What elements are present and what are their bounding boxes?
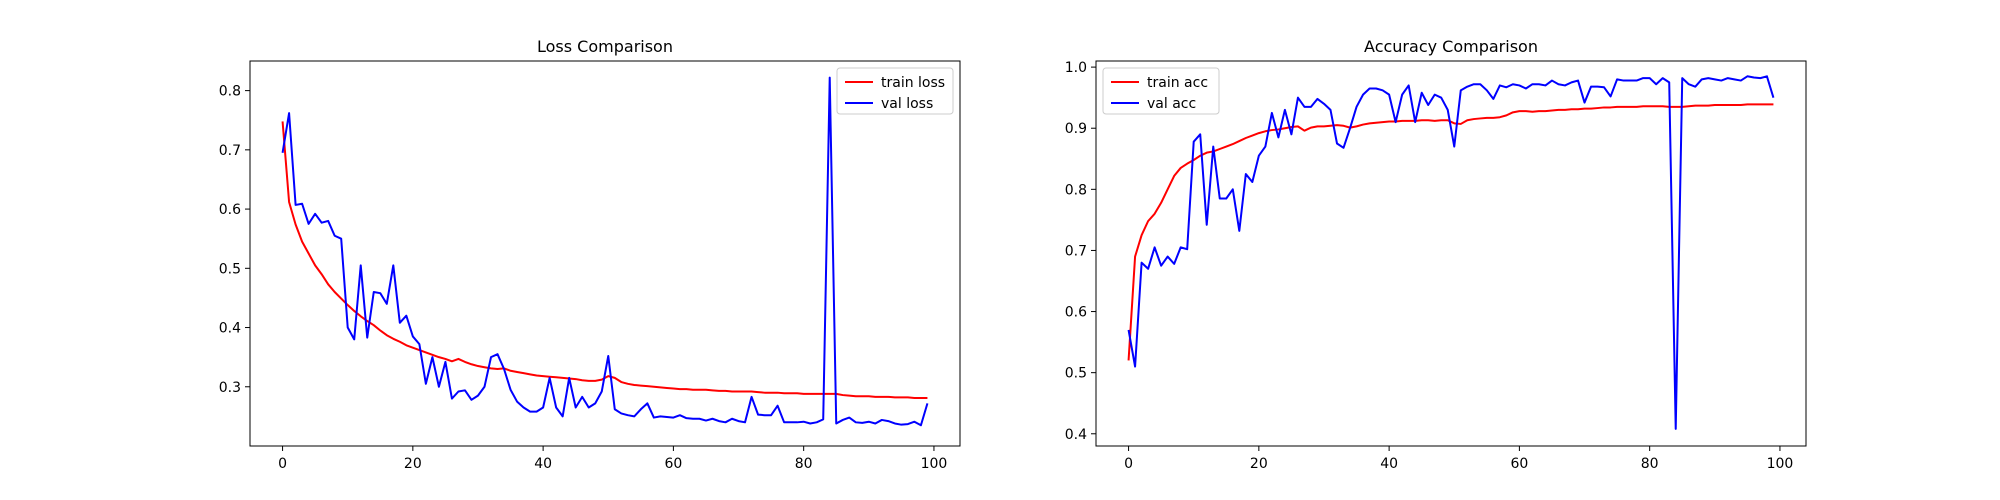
y-tick-label: 0.5 (1065, 366, 1087, 382)
y-tick-label: 0.4 (219, 321, 241, 337)
x-tick-label: 40 (1380, 456, 1398, 472)
accuracy-comparison-title: Accuracy Comparison (1364, 37, 1538, 56)
y-tick-label: 0.3 (219, 380, 241, 396)
x-tick-label: 100 (1767, 456, 1794, 472)
val-loss-series-line (281, 76, 929, 427)
loss-comparison-plot-frame (249, 60, 961, 447)
y-tick-label: 0.5 (219, 261, 241, 277)
legend-label-val-loss: val loss (881, 96, 933, 112)
legend-label-train-acc: train acc (1147, 75, 1208, 91)
x-tick-label: 20 (1250, 456, 1268, 472)
accuracy-comparison-legend: train acc val acc (1102, 67, 1220, 115)
loss-comparison-title: Loss Comparison (537, 37, 673, 56)
x-tick-label: 40 (534, 456, 552, 472)
chart-panels: Loss Comparison 0 20 40 60 80 100 0.3 0.4 0.5 0.6 0… (219, 37, 1807, 472)
accuracy-comparison-plot-frame (1095, 60, 1807, 447)
y-tick-label: 0.7 (1065, 243, 1087, 259)
y-tick-label: 0.6 (1065, 305, 1087, 321)
legend-label-train-loss: train loss (881, 75, 945, 91)
x-tick-label: 80 (1641, 456, 1659, 472)
x-tick-label: 20 (404, 456, 422, 472)
x-tick-label: 60 (1510, 456, 1528, 472)
x-tick-label: 80 (795, 456, 813, 472)
x-tick-label: 0 (1124, 456, 1133, 472)
y-tick-label: 0.8 (219, 84, 241, 100)
x-tick-label: 100 (921, 456, 948, 472)
y-tick-label: 0.4 (1065, 427, 1087, 443)
y-tick-label: 0.8 (1065, 182, 1087, 198)
train-acc-series-line (1127, 103, 1774, 361)
x-tick-label: 0 (278, 456, 287, 472)
x-tick-label: 60 (664, 456, 682, 472)
y-tick-label: 0.9 (1065, 121, 1087, 137)
loss-comparison-legend: train loss val loss (836, 67, 954, 115)
loss-comparison-chart: Loss Comparison 0 20 40 60 80 100 0.3 0.4 0.5 0.6 0… (219, 37, 961, 472)
accuracy-comparison-chart: Accuracy Comparison 0 20 40 60 80 100 0.4 0.5 0.6… (1065, 37, 1807, 472)
val-acc-series-line (1127, 75, 1775, 430)
legend-label-val-acc: val acc (1147, 96, 1196, 112)
y-tick-label: 1.0 (1065, 60, 1087, 76)
y-tick-label: 0.7 (219, 143, 241, 159)
y-tick-label: 0.6 (219, 202, 241, 218)
